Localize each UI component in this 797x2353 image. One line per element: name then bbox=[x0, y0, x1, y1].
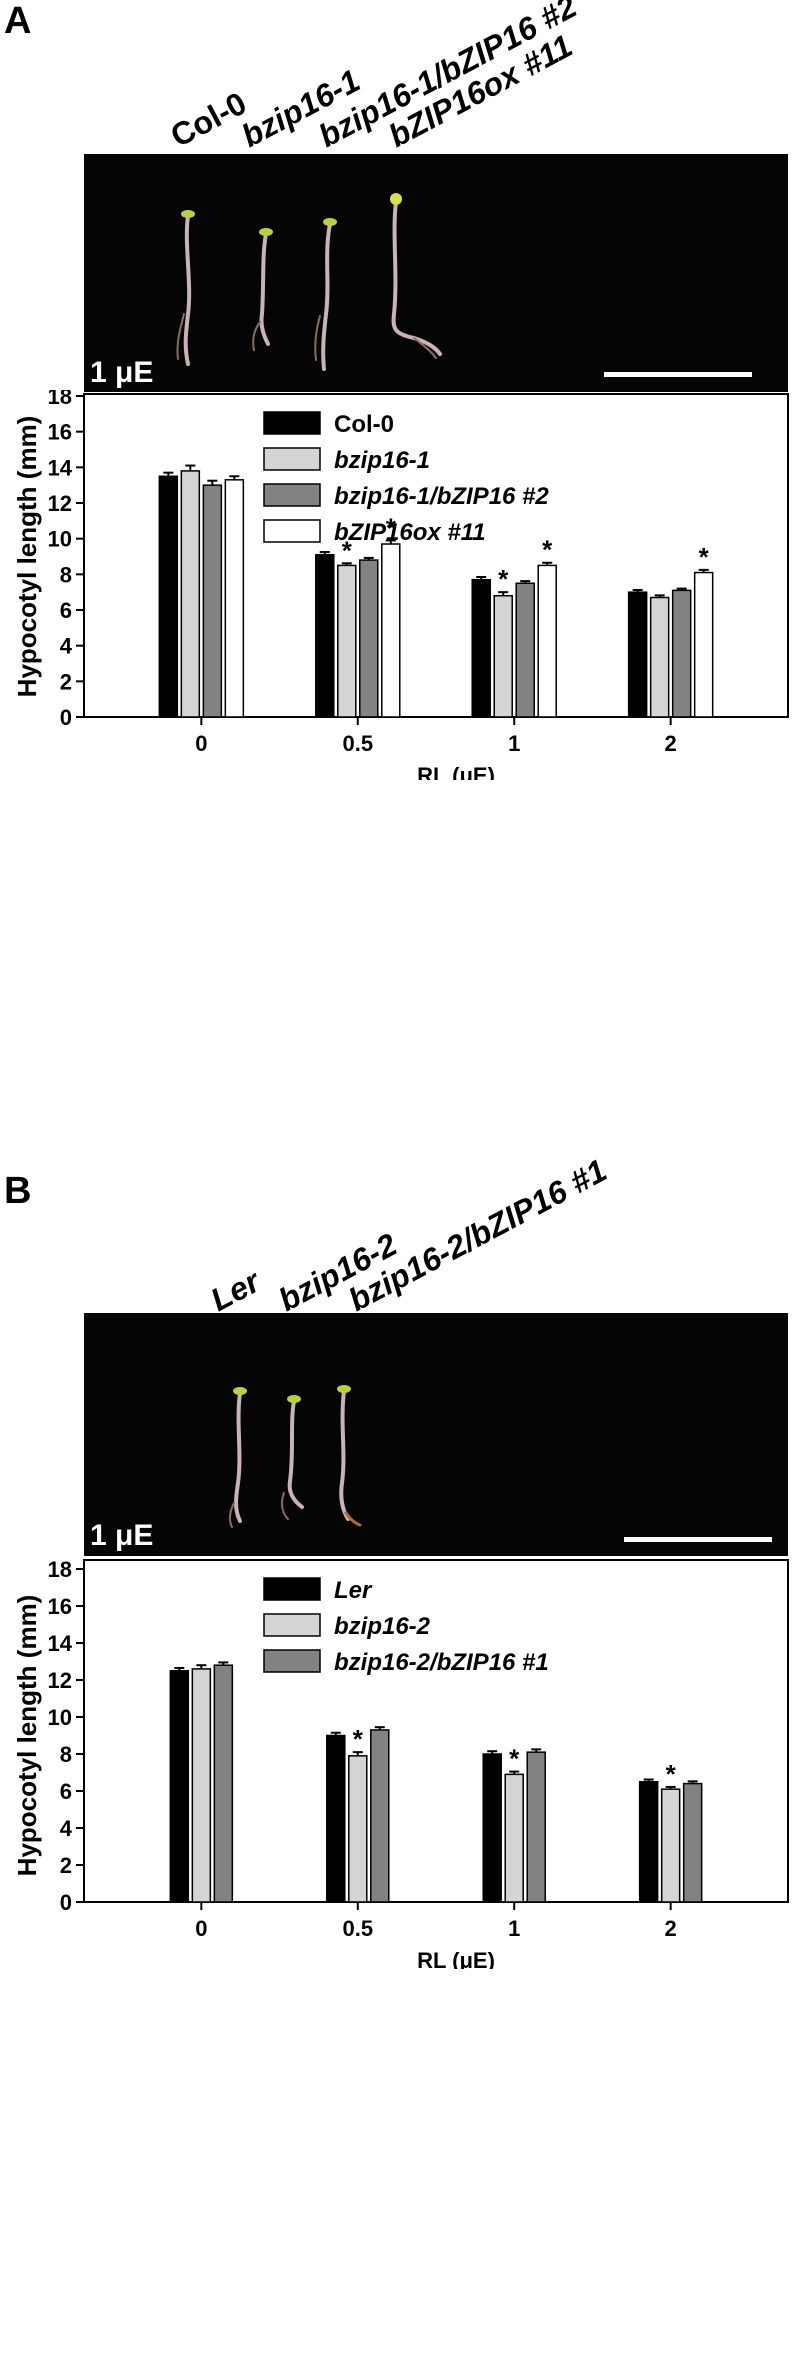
panel-letter: A bbox=[4, 0, 32, 42]
x-tick-label: 0 bbox=[195, 1916, 207, 1941]
bar bbox=[348, 1755, 368, 1903]
bar bbox=[693, 571, 714, 718]
y-tick-label: 4 bbox=[60, 1816, 73, 1841]
y-tick-label: 6 bbox=[60, 598, 72, 623]
panel-letter: B bbox=[4, 1170, 32, 1212]
light-condition-label: 1 μE bbox=[90, 1519, 154, 1552]
scale-bar bbox=[604, 372, 752, 377]
bar bbox=[359, 559, 379, 718]
legend-label: bzip16-2 bbox=[334, 1613, 431, 1640]
y-tick-label: 16 bbox=[48, 420, 72, 445]
y-tick-label: 10 bbox=[48, 1705, 72, 1730]
significance-marker: * bbox=[386, 512, 397, 542]
bar bbox=[180, 470, 201, 718]
y-axis-label: Hypocotyl length (mm) bbox=[12, 1595, 42, 1877]
bar bbox=[682, 1782, 703, 1903]
significance-marker: * bbox=[509, 1744, 520, 1774]
bar bbox=[326, 1734, 346, 1903]
legend-swatch bbox=[263, 1577, 321, 1601]
y-tick-label: 4 bbox=[60, 634, 73, 659]
bar bbox=[202, 484, 223, 718]
legend-swatch bbox=[263, 411, 321, 435]
y-tick-label: 14 bbox=[48, 455, 73, 480]
x-tick-label: 1 bbox=[508, 1916, 520, 1941]
bar bbox=[482, 1753, 502, 1903]
y-tick-label: 8 bbox=[60, 562, 72, 587]
y-tick-label: 10 bbox=[48, 527, 72, 552]
x-tick-label: 0 bbox=[195, 731, 207, 756]
legend-swatch bbox=[263, 519, 321, 543]
bar bbox=[315, 553, 335, 718]
legend-label: bzip16-1/bZIP16 #2 bbox=[334, 483, 549, 510]
y-tick-label: 0 bbox=[60, 705, 72, 730]
significance-marker: * bbox=[353, 1724, 364, 1754]
seedling-photo: 1 μE bbox=[84, 1313, 788, 1556]
significance-marker: * bbox=[542, 535, 553, 565]
legend-label: bzip16-2/bZIP16 #1 bbox=[334, 1649, 549, 1676]
bar bbox=[169, 1670, 190, 1903]
bar bbox=[671, 589, 692, 718]
bar bbox=[471, 578, 491, 718]
y-tick-label: 14 bbox=[48, 1631, 73, 1656]
legend-swatch bbox=[263, 483, 321, 507]
y-tick-label: 8 bbox=[60, 1742, 72, 1767]
y-tick-label: 12 bbox=[48, 491, 72, 516]
bar bbox=[515, 582, 535, 718]
significance-marker: * bbox=[498, 564, 509, 594]
legend-label: bzip16-1 bbox=[334, 447, 430, 474]
y-tick-label: 16 bbox=[48, 1594, 72, 1619]
bar bbox=[627, 591, 648, 718]
bar bbox=[493, 594, 513, 718]
bar bbox=[381, 543, 401, 718]
bar bbox=[213, 1664, 234, 1903]
x-tick-label: 2 bbox=[665, 731, 677, 756]
x-tick-label: 1 bbox=[508, 731, 520, 756]
x-tick-label: 2 bbox=[665, 1916, 677, 1941]
y-tick-label: 2 bbox=[60, 1853, 72, 1878]
genotype-label: Ler bbox=[204, 1262, 266, 1319]
seedling-illustration bbox=[176, 193, 442, 371]
legend-label: Ler bbox=[334, 1577, 373, 1604]
bar bbox=[526, 1751, 546, 1903]
y-tick-label: 12 bbox=[48, 1668, 72, 1693]
plot-frame bbox=[83, 1559, 789, 1903]
y-axis-label: Hypocotyl length (mm) bbox=[12, 416, 42, 698]
y-tick-label: 6 bbox=[60, 1779, 72, 1804]
plot-frame bbox=[83, 393, 789, 718]
legend-label: bZIP16ox #11 bbox=[334, 519, 486, 546]
y-tick-label: 0 bbox=[60, 1890, 72, 1915]
bar bbox=[370, 1729, 390, 1903]
scale-bar bbox=[624, 1537, 772, 1542]
panel-b: B Ler bzip16-2 bzip16-2/bZIP16 #1 1 μE 0… bbox=[0, 1152, 797, 2353]
y-tick-label: 18 bbox=[48, 1557, 72, 1582]
bar bbox=[224, 479, 245, 718]
legend-swatch bbox=[263, 1613, 321, 1637]
legend-swatch bbox=[263, 447, 321, 471]
bar bbox=[158, 475, 179, 718]
seedling-illustration bbox=[228, 1385, 362, 1528]
x-axis-label: RL (μE) bbox=[417, 763, 495, 780]
bar bbox=[537, 564, 557, 718]
x-tick-label: 0.5 bbox=[342, 1916, 373, 1941]
bar bbox=[660, 1788, 681, 1903]
light-condition-label: 1 μE bbox=[90, 356, 154, 389]
x-axis-label: RL (μE) bbox=[417, 1948, 495, 1969]
significance-marker: * bbox=[342, 535, 353, 565]
bar bbox=[649, 596, 670, 718]
x-tick-label: 0.5 bbox=[342, 731, 373, 756]
bar bbox=[191, 1668, 212, 1903]
bar bbox=[504, 1773, 524, 1903]
significance-marker: * bbox=[699, 542, 710, 572]
bar bbox=[638, 1781, 659, 1903]
seedling-photo: 1 μE bbox=[84, 154, 788, 392]
bar bbox=[337, 564, 357, 718]
legend-swatch bbox=[263, 1649, 321, 1673]
y-tick-label: 18 bbox=[48, 390, 72, 409]
legend-label: Col-0 bbox=[334, 411, 394, 438]
significance-marker: * bbox=[666, 1759, 677, 1789]
panel-a: A Col-0 bzip16-1 bzip16-1/bZIP16 #2 bZIP… bbox=[0, 0, 797, 1170]
y-tick-label: 2 bbox=[60, 669, 72, 694]
